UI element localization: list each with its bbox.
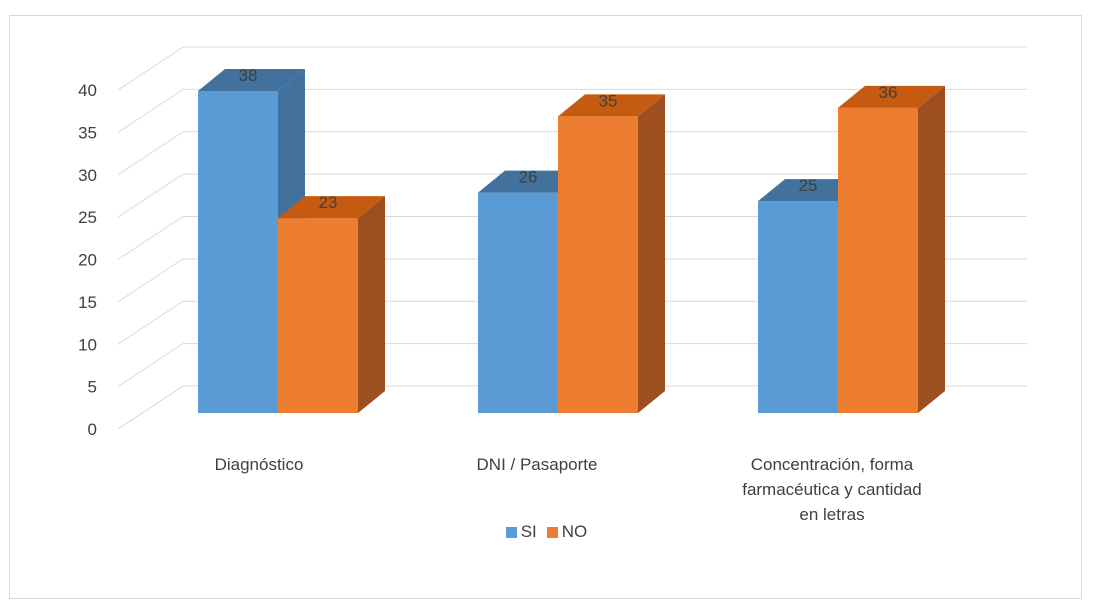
category-label: DNI / Pasaporte bbox=[477, 455, 598, 474]
bar-no-side bbox=[918, 85, 945, 414]
gridline-side bbox=[117, 46, 184, 91]
data-label: 35 bbox=[599, 91, 618, 110]
legend-label-si: SI bbox=[520, 522, 537, 541]
bar-no-top bbox=[278, 196, 385, 219]
data-label: 38 bbox=[239, 66, 258, 85]
legend-item-si[interactable]: SI bbox=[505, 522, 537, 542]
y-tick-label: 25 bbox=[78, 208, 97, 227]
legend: SI NO bbox=[0, 522, 1093, 542]
y-tick-label: 15 bbox=[78, 293, 97, 312]
bars bbox=[198, 68, 945, 414]
category-label: en letras bbox=[799, 505, 864, 524]
category-label: Diagnóstico bbox=[215, 455, 304, 474]
data-label: 23 bbox=[319, 193, 338, 212]
gridline-side bbox=[117, 173, 184, 218]
bar-no-front bbox=[278, 218, 358, 413]
bar-no-side bbox=[638, 94, 665, 413]
bar-no-top bbox=[558, 94, 665, 117]
x-axis-categories: Diagnóstico DNI / Pasaporte Concentración,… bbox=[215, 455, 922, 524]
y-tick-label: 35 bbox=[78, 123, 97, 142]
category-label: farmacéutica y cantidad bbox=[742, 480, 922, 499]
y-tick-label: 30 bbox=[78, 166, 97, 185]
y-tick-label: 40 bbox=[78, 81, 97, 100]
y-tick-label: 0 bbox=[88, 420, 97, 439]
bar-si-front bbox=[198, 90, 278, 413]
y-axis-ticks: 0 5 10 15 20 25 30 35 40 bbox=[78, 81, 97, 439]
bar-no-front bbox=[838, 107, 918, 414]
bar-si-front bbox=[758, 201, 838, 413]
bar-no-side bbox=[358, 196, 385, 413]
legend-swatch-no bbox=[546, 526, 558, 538]
bar-si-top bbox=[198, 68, 305, 91]
gridline-side bbox=[117, 88, 184, 133]
gridline-side bbox=[117, 385, 184, 430]
gridline-side bbox=[117, 131, 184, 176]
legend-item-no[interactable]: NO bbox=[546, 522, 588, 542]
data-label: 25 bbox=[799, 176, 818, 195]
bar-no-top bbox=[838, 85, 945, 108]
data-label: 26 bbox=[519, 168, 538, 187]
y-tick-label: 10 bbox=[78, 335, 97, 354]
bar-no-front bbox=[558, 116, 638, 413]
bar-si-front bbox=[478, 192, 558, 413]
y-tick-label: 20 bbox=[78, 251, 97, 270]
gridline-side bbox=[117, 343, 184, 388]
gridline-side bbox=[117, 258, 184, 303]
category-label: Concentración, forma bbox=[751, 455, 914, 474]
legend-swatch-si bbox=[505, 526, 517, 538]
data-label: 36 bbox=[879, 83, 898, 102]
data-labels: 38 26 25 23 35 36 bbox=[239, 66, 898, 212]
y-tick-label: 5 bbox=[88, 378, 97, 397]
gridline-side bbox=[117, 300, 184, 345]
legend-label-no: NO bbox=[561, 522, 588, 541]
gridline-side bbox=[117, 216, 184, 260]
